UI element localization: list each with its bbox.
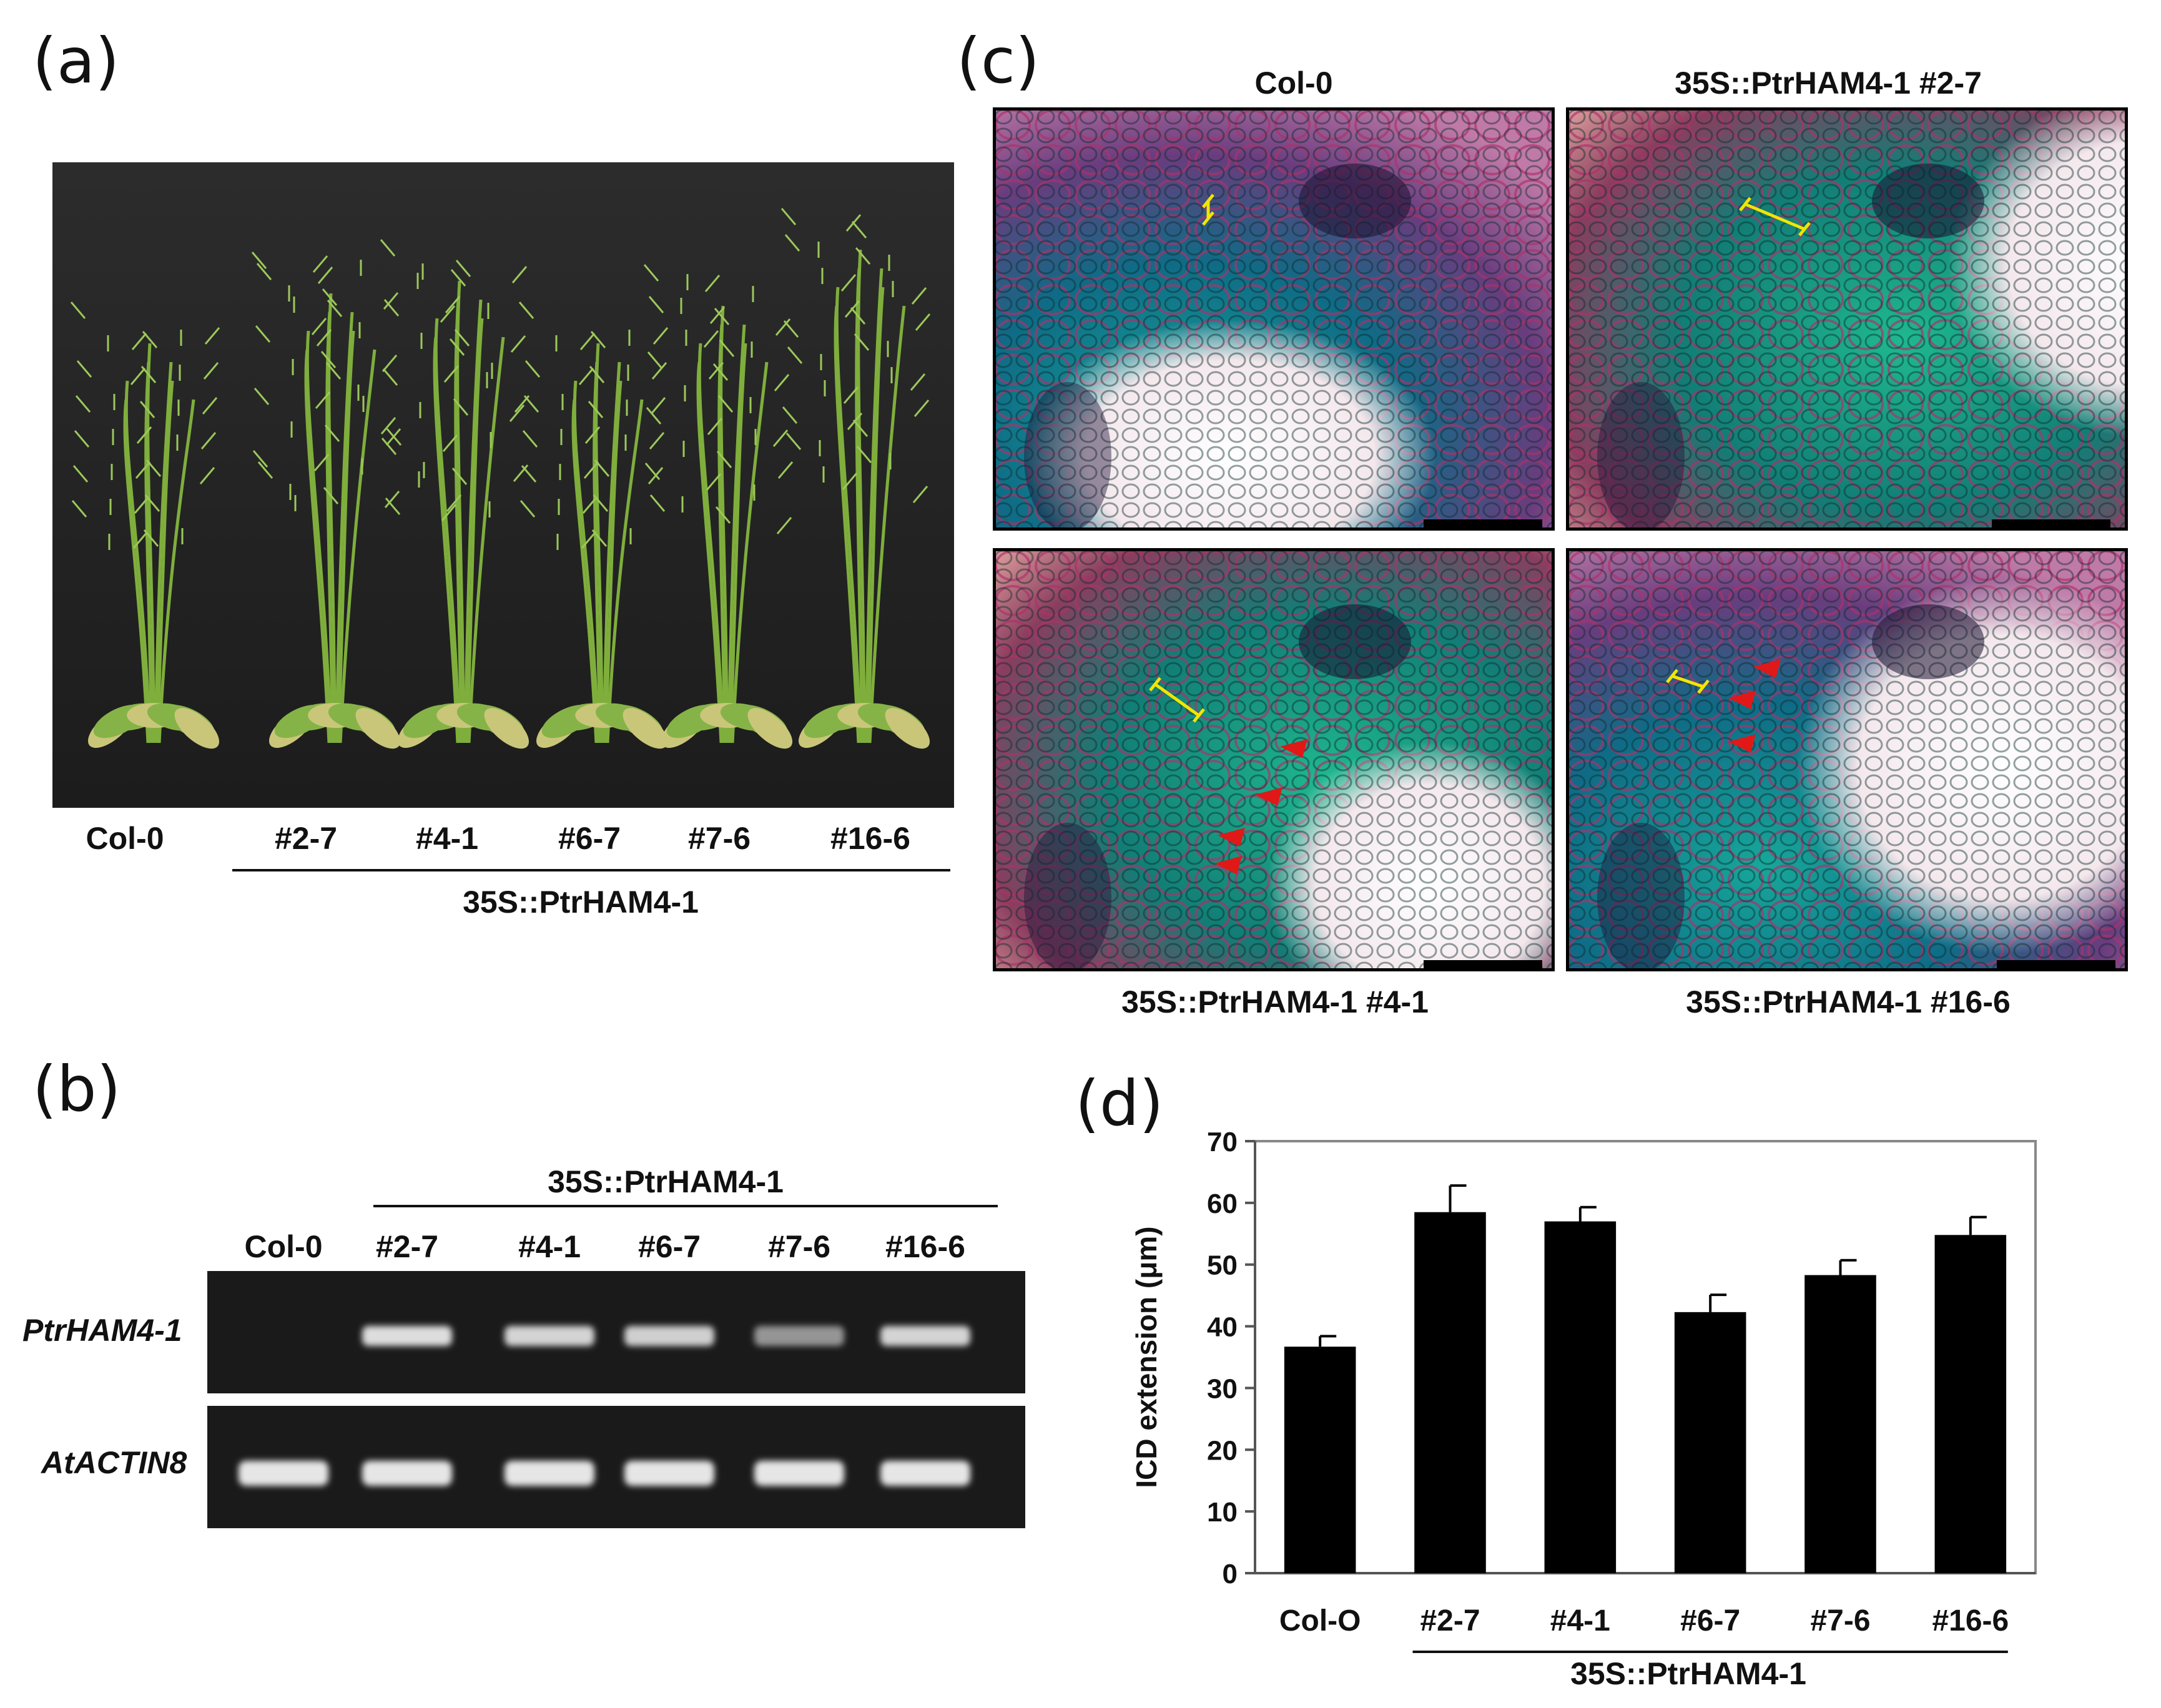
- icd-bracket: [1149, 677, 1205, 723]
- red-arrowhead-icon: [1255, 787, 1282, 806]
- red-arrowhead-icon: [1753, 659, 1781, 678]
- plant-5: [780, 208, 931, 749]
- red-arrowhead-icon: [1280, 739, 1307, 758]
- gel-band-ptrham4-1: [362, 1326, 452, 1346]
- panel-a-letter: (a): [32, 24, 120, 97]
- micrograph-tile-2: [993, 548, 1555, 971]
- panel-a-plant-photo: [52, 162, 954, 808]
- red-arrowhead-icon: [1728, 734, 1756, 753]
- panel-a-group-rule: [232, 869, 950, 871]
- bar-4: [1804, 1275, 1876, 1573]
- panel-d-group-label: 35S::PtrHAM4-1: [1570, 1656, 1806, 1691]
- gel-band-actin8-3: [624, 1461, 714, 1486]
- genotype-label-2-7: #2-7: [274, 821, 338, 856]
- gel-image: [207, 1271, 1025, 1528]
- plant-0: [70, 302, 220, 749]
- panel-b-group-label: 35S::PtrHAM4-1: [548, 1164, 784, 1199]
- y-tick-label: 0: [1223, 1559, 1238, 1589]
- bar-5: [1934, 1235, 2007, 1573]
- plot-frame: [1254, 1140, 2037, 1574]
- gel-band-actin8-5: [880, 1461, 970, 1486]
- panel-d-letter: (d): [1075, 1067, 1164, 1140]
- panel-c-letter: (c): [957, 24, 1040, 97]
- micrograph-title-top-right: 35S::PtrHAM4-1 #2-7: [1675, 66, 1982, 101]
- gel-band-actin8-2: [505, 1461, 594, 1486]
- micrograph-tile-3: [1566, 548, 2128, 971]
- gel-band-ptrham4-3: [624, 1326, 714, 1346]
- red-arrowhead-icon: [1214, 856, 1242, 875]
- micrograph-grid: [993, 107, 2128, 971]
- x-tick-label-1: #2-7: [1420, 1604, 1480, 1637]
- x-tick-label-4: #7-6: [1810, 1604, 1870, 1637]
- plant-photo-icon: [70, 208, 931, 749]
- icd-bracket: [1666, 669, 1710, 694]
- micrograph-tile-1: [1566, 107, 2128, 531]
- plant-2: [380, 239, 530, 749]
- gene-label-atactin8: AtACTIN8: [41, 1445, 187, 1480]
- genotype-label-4-1: #4-1: [415, 821, 479, 856]
- x-tick-label-0: Col-O: [1279, 1604, 1361, 1637]
- y-tick-label: 60: [1207, 1189, 1238, 1219]
- panel-a-group-label: 35S::PtrHAM4-1: [463, 885, 699, 920]
- red-arrowhead-icon: [1218, 828, 1245, 847]
- panel-b-letter: (b): [32, 1053, 121, 1126]
- gel-band-actin8-4: [754, 1461, 844, 1486]
- gel-band-ptrham4-5: [880, 1326, 970, 1346]
- micrograph-title-top-left: Col-0: [1254, 66, 1333, 101]
- scale-bar: [1424, 960, 1542, 969]
- genotype-label-6-7: #6-7: [558, 821, 621, 856]
- gel-band-ptrham4-2: [505, 1326, 594, 1346]
- y-tick-label: 70: [1207, 1127, 1238, 1157]
- scale-bar: [1997, 960, 2115, 969]
- y-tick-label: 40: [1207, 1312, 1238, 1343]
- x-tick-label-3: #6-7: [1680, 1604, 1740, 1637]
- gel-band-actin8-0: [239, 1461, 328, 1486]
- bar-2: [1544, 1221, 1617, 1573]
- panel-b-group-rule: [373, 1205, 998, 1207]
- bar-0: [1284, 1347, 1356, 1573]
- genotype-label-16-6: #16-6: [830, 821, 910, 856]
- lane-label-4-1: #4-1: [518, 1229, 581, 1264]
- micrograph-title-bottom-left: 35S::PtrHAM4-1 #4-1: [1121, 984, 1429, 1019]
- lane-label-2-7: #2-7: [375, 1229, 439, 1264]
- icd-bracket: [1739, 197, 1811, 237]
- genotype-label-7-6: #7-6: [687, 821, 751, 856]
- bar-1: [1414, 1212, 1486, 1573]
- micrograph-tile-0: [993, 107, 1555, 531]
- bar-3: [1674, 1312, 1746, 1573]
- micrograph-title-bottom-right: 35S::PtrHAM4-1 #16-6: [1686, 984, 2011, 1019]
- y-tick-label: 30: [1207, 1373, 1238, 1404]
- y-axis-label: ICD extension (μm): [1130, 1226, 1163, 1488]
- genotype-label-col0: Col-0: [86, 821, 164, 856]
- bar-chart: 0 10 20 30 40 50 60 70 ICD extension (μm) Col-O #2…: [1130, 1127, 2037, 1653]
- y-tick-label: 20: [1207, 1435, 1238, 1466]
- plant-1: [251, 252, 401, 749]
- scale-bar: [1992, 519, 2110, 528]
- plant-4: [643, 264, 794, 749]
- icd-bracket: [1202, 194, 1214, 226]
- gel-band-icon: [239, 1326, 970, 1486]
- red-arrowhead-icon: [1728, 690, 1756, 709]
- lane-label-7-6: #7-6: [767, 1229, 831, 1264]
- lane-label-col0: Col-0: [244, 1229, 323, 1264]
- gel-band-actin8-1: [362, 1461, 452, 1486]
- gel-band-ptrham4-4: [754, 1326, 844, 1346]
- y-tick-label: 10: [1207, 1497, 1238, 1528]
- lane-label-16-6: #16-6: [885, 1229, 965, 1264]
- gene-label-ptrham4-1: PtrHAM4-1: [22, 1313, 182, 1348]
- scale-bar: [1424, 519, 1542, 528]
- plant-3: [518, 302, 669, 749]
- y-tick-label: 50: [1207, 1250, 1238, 1281]
- x-tick-label-5: #16-6: [1932, 1604, 2009, 1637]
- lane-label-6-7: #6-7: [637, 1229, 701, 1264]
- x-tick-label-2: #4-1: [1550, 1604, 1610, 1637]
